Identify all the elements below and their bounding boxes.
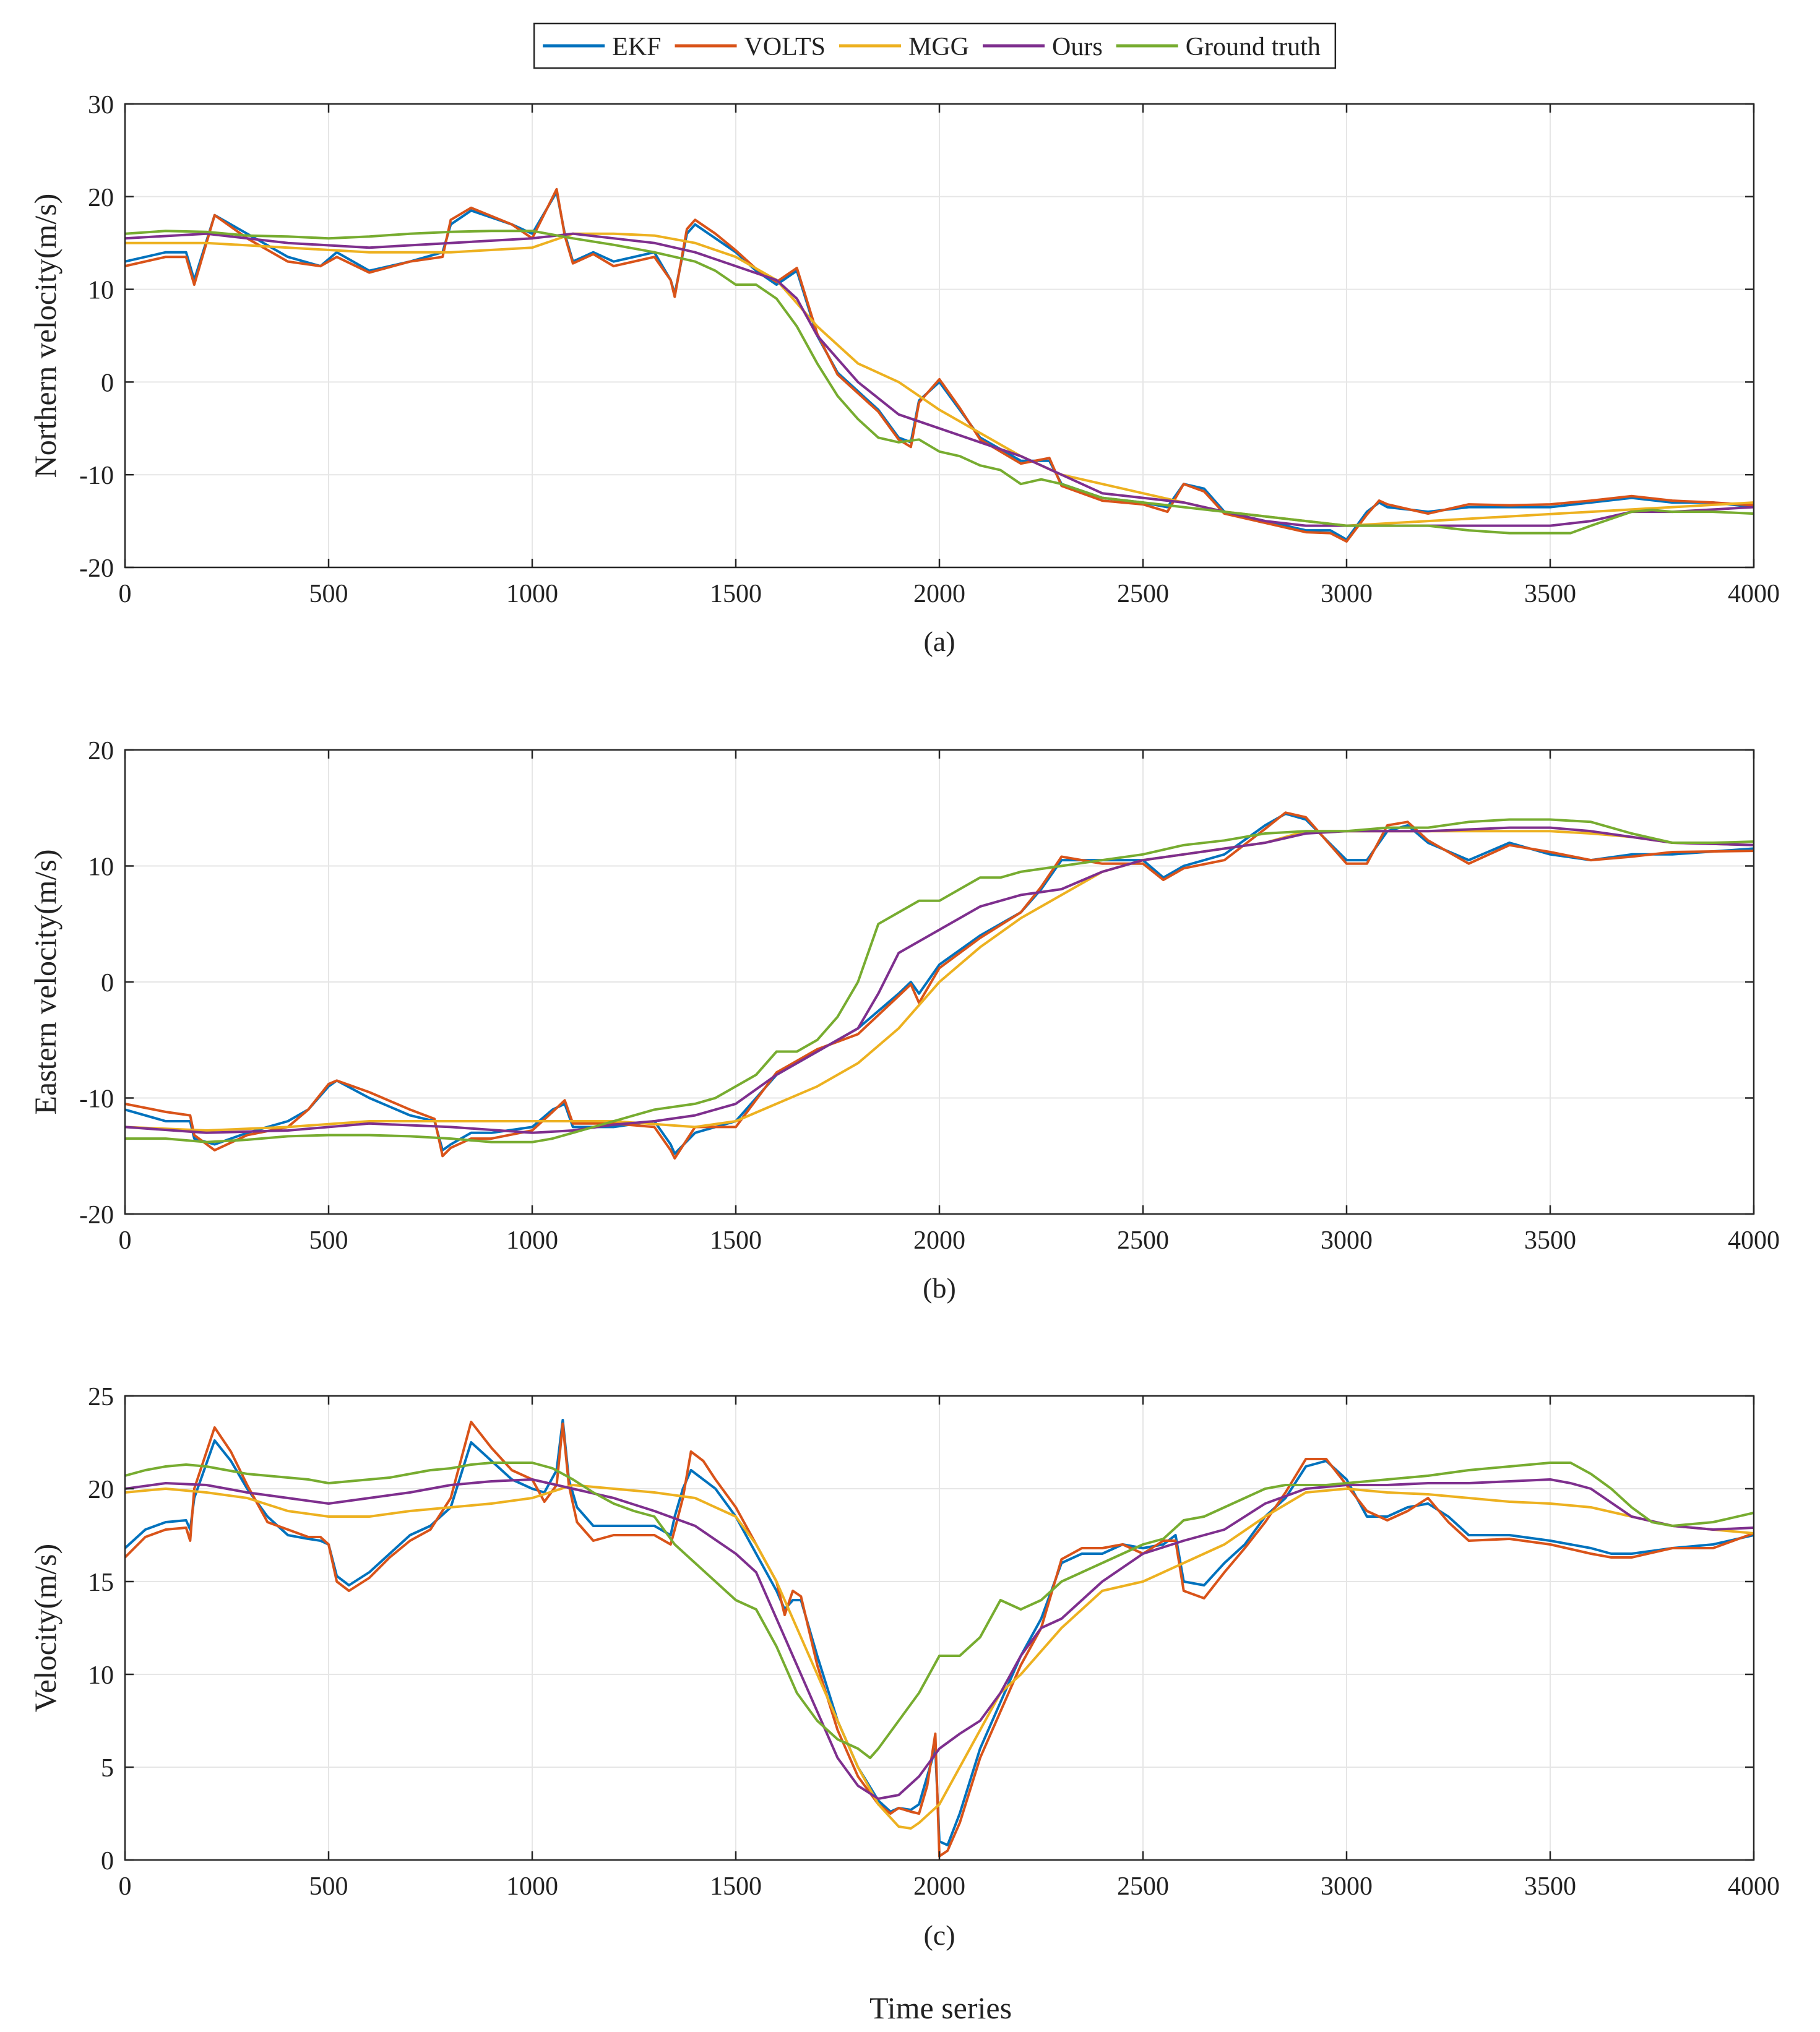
x-tick-label: 4000 bbox=[1728, 1226, 1780, 1255]
series-group bbox=[125, 811, 1754, 1160]
y-tick-label: 0 bbox=[101, 369, 114, 397]
y-tick-label: 25 bbox=[88, 1383, 114, 1411]
x-tick-label: 1000 bbox=[506, 1226, 558, 1255]
y-tick-label: -20 bbox=[79, 1201, 114, 1229]
x-tick-label: 2500 bbox=[1117, 1226, 1169, 1255]
legend-item-mgg: MGG bbox=[839, 33, 969, 61]
legend: EKF VOLTS MGG Ours Ground truth bbox=[533, 22, 1337, 69]
y-tick-label: 0 bbox=[101, 1847, 114, 1875]
series-line-ground-truth bbox=[125, 818, 1754, 1143]
x-tick-label: 500 bbox=[309, 1872, 348, 1901]
y-tick-label: 15 bbox=[88, 1569, 114, 1597]
series-line-mgg bbox=[125, 830, 1754, 1132]
x-tick-label: 2500 bbox=[1117, 580, 1169, 608]
chart-panel-c: 0 500 1000 1500 2000 2500 3000 3500 4000 0 5 10 15 20… bbox=[28, 1383, 1780, 1951]
x-tick-label: 3500 bbox=[1524, 1872, 1576, 1901]
series-line-ours bbox=[125, 1478, 1754, 1800]
x-tick-label: 1000 bbox=[506, 1872, 558, 1901]
x-tick-label: 4000 bbox=[1728, 1872, 1780, 1901]
series-line-ours bbox=[125, 232, 1754, 527]
y-tick-label: 5 bbox=[101, 1754, 114, 1783]
x-tick-label: 0 bbox=[119, 1872, 132, 1901]
x-tick-label: 500 bbox=[309, 580, 348, 608]
x-tick-label: 1000 bbox=[506, 580, 558, 608]
series-line-ekf bbox=[125, 191, 1754, 541]
y-axis-label: Northern velocity(m/s) bbox=[28, 194, 63, 478]
series-line-volts bbox=[125, 187, 1754, 543]
x-tick-label: 2000 bbox=[913, 1872, 965, 1901]
legend-label-ours: Ours bbox=[1052, 33, 1103, 61]
series-line-ekf bbox=[125, 1419, 1754, 1846]
panel-caption: (a) bbox=[923, 626, 955, 657]
y-tick-label: 10 bbox=[88, 1661, 114, 1690]
legend-item-ground-truth: Ground truth bbox=[1116, 33, 1321, 61]
x-tick-label: 2500 bbox=[1117, 1872, 1169, 1901]
legend-label-ground-truth: Ground truth bbox=[1186, 33, 1321, 61]
legend-frame bbox=[533, 22, 1337, 69]
y-axis-label: Eastern velocity(m/s) bbox=[28, 849, 63, 1114]
panel-caption: (c) bbox=[923, 1919, 955, 1951]
x-tick-label: 2000 bbox=[913, 1226, 965, 1255]
x-tick-label: 500 bbox=[309, 1226, 348, 1255]
x-tick-label: 1500 bbox=[710, 1226, 762, 1255]
legend-item-ekf: EKF bbox=[543, 33, 662, 61]
x-tick-label: 3500 bbox=[1524, 580, 1576, 608]
series-line-ground-truth bbox=[125, 230, 1754, 535]
legend-label-volts: VOLTS bbox=[744, 33, 826, 61]
x-tick-label: 0 bbox=[119, 1226, 132, 1255]
series-group bbox=[125, 1419, 1754, 1858]
panel-caption: (b) bbox=[923, 1272, 956, 1304]
y-tick-label: -10 bbox=[79, 1085, 114, 1114]
legend-item-volts: VOLTS bbox=[675, 33, 826, 61]
y-tick-label: 10 bbox=[88, 853, 114, 882]
series-line-ground-truth bbox=[125, 1462, 1754, 1759]
x-tick-label: 1500 bbox=[710, 580, 762, 608]
x-tick-label: 1500 bbox=[710, 1872, 762, 1901]
shared-x-axis-label: Time series bbox=[869, 1991, 1012, 2025]
y-tick-label: 10 bbox=[88, 277, 114, 305]
series-line-mgg bbox=[125, 1484, 1754, 1830]
y-tick-label: -20 bbox=[79, 554, 114, 583]
x-tick-label: 3000 bbox=[1321, 1872, 1373, 1901]
x-tick-label: 3000 bbox=[1321, 580, 1373, 608]
y-tick-label: 0 bbox=[101, 969, 114, 997]
chart-panel-a: 0 500 1000 1500 2000 2500 3000 3500 4000 -20 -10 0 1… bbox=[28, 91, 1780, 657]
chart-panels: 0 500 1000 1500 2000 2500 3000 3500 4000-20-1001… bbox=[28, 91, 1780, 1951]
y-tick-label: -10 bbox=[79, 462, 114, 490]
x-tick-label: 0 bbox=[119, 580, 132, 608]
series-line-volts bbox=[125, 811, 1754, 1160]
chart-panel-b: 0 500 1000 1500 2000 2500 3000 3500 4000 -20 -10 0 1… bbox=[28, 737, 1780, 1304]
x-tick-label: 3500 bbox=[1524, 1226, 1576, 1255]
legend-label-ekf: EKF bbox=[612, 33, 661, 61]
y-tick-label: 20 bbox=[88, 184, 114, 212]
y-tick-label: 20 bbox=[88, 1476, 114, 1504]
legend-label-mgg: MGG bbox=[908, 33, 969, 61]
legend-item-ours: Ours bbox=[983, 33, 1103, 61]
y-axis-label: Velocity(m/s) bbox=[28, 1544, 63, 1712]
series-line-ours bbox=[125, 826, 1754, 1134]
series-group bbox=[125, 187, 1754, 543]
x-tick-label: 2000 bbox=[913, 580, 965, 608]
x-tick-label: 3000 bbox=[1321, 1226, 1373, 1255]
y-tick-label: 30 bbox=[88, 91, 114, 119]
y-tick-label: 20 bbox=[88, 737, 114, 765]
x-tick-label: 4000 bbox=[1728, 580, 1780, 608]
